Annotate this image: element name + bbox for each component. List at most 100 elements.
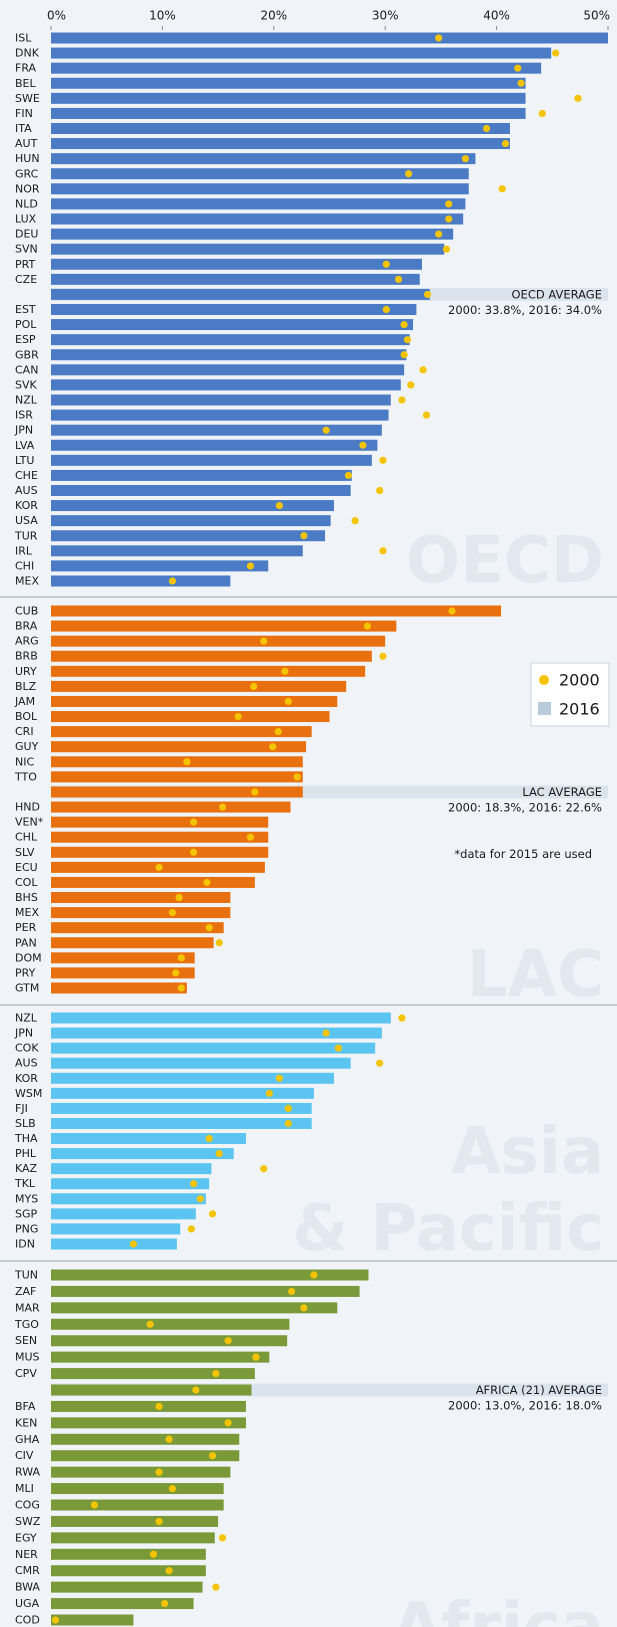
category-label: CHL (15, 831, 38, 844)
category-label: CHI (15, 559, 34, 572)
average-label: OECD AVERAGE (512, 287, 603, 301)
dot-2000 (177, 984, 185, 992)
bar (51, 846, 269, 858)
dot-2000 (288, 1287, 296, 1296)
dot-2000 (376, 486, 384, 495)
category-label: COG (15, 1499, 40, 1512)
category-label: COL (15, 876, 38, 889)
bar (51, 967, 195, 979)
bar (51, 1384, 252, 1396)
bar (51, 1351, 270, 1363)
x-tick-label: 0% (47, 9, 66, 23)
dot-2000 (269, 743, 277, 751)
bar (51, 379, 401, 391)
panel-watermark: & Pacific (292, 1192, 604, 1266)
bar (51, 665, 366, 677)
bar (51, 575, 231, 587)
dot-2000 (212, 1583, 220, 1591)
dot-2000 (403, 336, 412, 344)
bar (51, 273, 420, 285)
dot-2000 (376, 1059, 384, 1067)
category-label: BWA (15, 1581, 40, 1594)
bar (51, 153, 476, 165)
category-label: CIV (15, 1449, 34, 1462)
bar (51, 711, 330, 723)
bar (51, 515, 331, 527)
category-label: AUS (15, 484, 38, 497)
bar (51, 198, 466, 210)
bar (51, 258, 422, 270)
bar (51, 1466, 231, 1478)
dot-2000 (363, 622, 371, 630)
legend-label: 2016 (559, 700, 600, 719)
bar (51, 1565, 206, 1577)
bar (51, 1285, 360, 1297)
dot-2000 (246, 562, 255, 570)
category-label: URY (15, 665, 37, 678)
dot-2000 (404, 170, 413, 178)
category-label: ISR (15, 409, 33, 422)
bar (51, 771, 303, 783)
bar (51, 1148, 234, 1160)
category-label: VEN* (15, 816, 44, 829)
category-label: COK (15, 1042, 39, 1055)
dot-2000 (359, 441, 367, 449)
category-label: BLZ (15, 680, 37, 693)
dot-2000 (275, 1074, 283, 1082)
dot-2000 (300, 1304, 308, 1312)
category-label: KOR (15, 499, 38, 512)
bar (51, 620, 397, 632)
bar (51, 741, 307, 753)
category-label: CHE (15, 469, 38, 482)
average-note: 2000: 13.0%, 2016: 18.0% (448, 1399, 602, 1413)
dot-2000 (168, 577, 177, 585)
dot-2000 (168, 1484, 177, 1493)
category-label: JPN (14, 424, 33, 437)
dot-2000 (310, 1271, 318, 1279)
bar (51, 123, 510, 134)
bar (51, 1163, 212, 1175)
dot-2000 (189, 1180, 198, 1188)
category-label: MEX (15, 575, 39, 588)
dot-2000 (155, 1468, 163, 1476)
dot-2000 (205, 924, 213, 932)
category-label: PER (15, 921, 37, 934)
dot-2000 (205, 1134, 213, 1143)
bar (51, 1133, 246, 1145)
bar (51, 1614, 134, 1626)
dot-2000 (284, 697, 292, 706)
dot-2000 (482, 124, 491, 133)
category-label: BRB (15, 650, 38, 663)
dot-2000 (448, 607, 456, 615)
dot-2000 (574, 94, 582, 102)
category-label: GTM (15, 982, 39, 995)
bar (51, 892, 231, 904)
category-label: SEN (15, 1334, 37, 1347)
category-label: NIC (15, 755, 34, 768)
dot-2000 (215, 939, 223, 947)
bar (51, 1238, 177, 1250)
dot-2000 (461, 155, 470, 163)
dot-2000 (155, 1402, 163, 1411)
dot-2000 (517, 79, 525, 87)
category-label: GRC (15, 167, 39, 180)
dot-2000 (398, 1014, 406, 1022)
dot-2000 (407, 381, 415, 389)
dot-2000 (218, 803, 227, 811)
category-label: NER (15, 1548, 38, 1561)
bar (51, 1269, 369, 1281)
bar (51, 695, 338, 707)
dot-2000 (196, 1195, 204, 1203)
bar (51, 1057, 351, 1069)
dot-2000 (183, 758, 191, 766)
bar (51, 982, 187, 994)
bar (51, 635, 386, 647)
bar (51, 364, 405, 376)
dot-2000 (155, 863, 163, 871)
dot-2000 (175, 893, 183, 902)
dot-2000 (400, 351, 408, 359)
category-label: NZL (15, 1012, 38, 1025)
dot-2000 (155, 1517, 163, 1526)
bar (51, 605, 502, 617)
x-tick-label: 20% (260, 9, 287, 23)
